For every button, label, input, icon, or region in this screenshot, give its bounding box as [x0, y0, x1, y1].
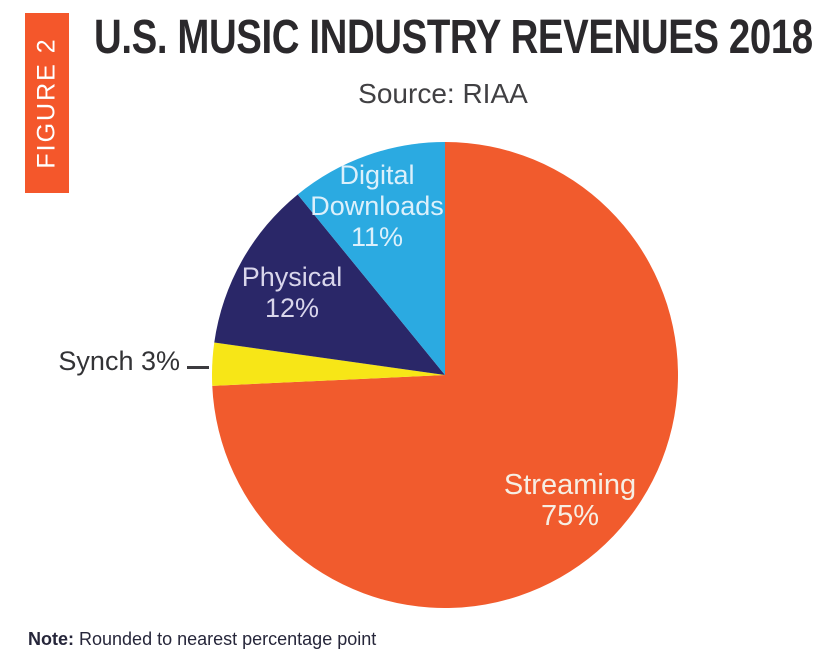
chart-source: Source: RIAA	[358, 78, 528, 109]
pie-chart: Digital Downloads 11% Physical 12% Strea…	[212, 142, 678, 608]
pie-label-physical: Physical 12%	[192, 262, 392, 324]
slice-label-line: Digital	[339, 160, 415, 190]
pie-slice-streaming	[212, 142, 678, 608]
pie-label-streaming: Streaming 75%	[460, 470, 680, 532]
footnote-text: Rounded to nearest percentage point	[79, 629, 377, 649]
pie-slice-digital-downloads	[297, 142, 445, 375]
figure-label: FIGURE 2	[32, 37, 61, 169]
footnote-label: Note:	[28, 629, 74, 649]
slice-label-line: Streaming	[503, 469, 637, 501]
slice-label-line: 11%	[350, 222, 404, 252]
figure-label-box: FIGURE 2	[25, 13, 69, 193]
slice-label-line: Downloads	[310, 191, 444, 221]
chart-title: U.S. MUSIC INDUSTRY REVENUES 2018	[94, 11, 813, 64]
pie-chart-svg	[212, 142, 678, 608]
pie-slice-physical	[214, 194, 445, 375]
synch-leader-line	[187, 366, 209, 369]
slice-label-line: Physical	[241, 262, 343, 292]
pie-label-digital-downloads: Digital Downloads 11%	[267, 160, 487, 253]
footnote: Note: Rounded to nearest percentage poin…	[28, 629, 376, 650]
slice-label-line: 75%	[540, 500, 600, 532]
pie-slice-synch	[212, 342, 445, 386]
pie-label-synch: Synch 3%	[58, 346, 180, 376]
slice-label-line: 12%	[264, 293, 320, 323]
